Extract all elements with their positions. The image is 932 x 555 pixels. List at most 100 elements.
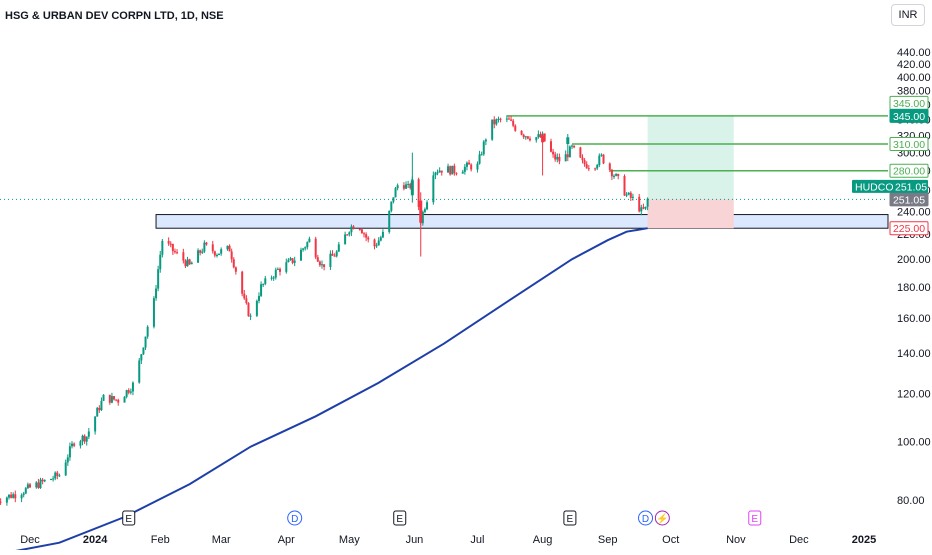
candle-body-114 <box>331 253 334 256</box>
candle-body-85 <box>245 298 248 304</box>
candle-body-15 <box>39 479 42 488</box>
candle-body-209 <box>610 169 613 177</box>
moving-average-line <box>0 227 648 555</box>
candle-body-75 <box>215 254 218 256</box>
candle-body-180 <box>524 136 527 138</box>
candle-body-150 <box>436 172 439 174</box>
candle-body-215 <box>627 192 630 195</box>
candle-body-44 <box>125 390 128 397</box>
price-label-box-5 <box>889 221 929 236</box>
candle-body-66 <box>188 259 191 265</box>
candle-body-69 <box>199 250 202 253</box>
candle-body-103 <box>299 249 302 261</box>
candle-body-145 <box>421 211 424 224</box>
candle-body-51 <box>144 336 147 348</box>
price-label-box-1 <box>889 108 929 123</box>
candle-body-127 <box>367 237 370 240</box>
candle-body-201 <box>585 164 588 169</box>
candle-body-216 <box>629 192 632 198</box>
candle-body-70 <box>201 251 204 253</box>
candle-body-40 <box>113 396 116 400</box>
y-tick-label-18: 420.00 <box>897 59 931 71</box>
candle-body-196 <box>570 145 573 147</box>
candle-body-141 <box>409 183 412 189</box>
y-tick-label-4: 140.00 <box>897 348 931 360</box>
candle-body-111 <box>321 264 324 266</box>
candle-body-90 <box>260 284 263 296</box>
price-label-3: 280.00 <box>893 166 925 178</box>
candle-body-124 <box>360 229 363 234</box>
candle-body-32 <box>87 431 90 437</box>
candle-body-212 <box>617 173 620 176</box>
candle-body-63 <box>182 252 185 261</box>
candle-body-91 <box>262 283 265 285</box>
x-tick-label-9: Sep <box>598 534 618 546</box>
event-label-1: D <box>291 514 298 525</box>
candle-body-13 <box>35 482 38 488</box>
candle-body-93 <box>270 277 273 279</box>
candle-body-191 <box>556 156 559 160</box>
candle-body-39 <box>110 396 113 403</box>
candle-body-173 <box>505 118 508 120</box>
candle-body-165 <box>480 154 483 156</box>
candle-body-189 <box>552 151 555 155</box>
x-tick-label-11: Nov <box>726 534 746 546</box>
candle-body-129 <box>375 245 378 247</box>
candle-body-33 <box>94 416 97 432</box>
candle-body-131 <box>379 237 382 241</box>
candle-body-153 <box>447 166 450 173</box>
candle-body-58 <box>167 240 170 244</box>
candle-body-41 <box>115 399 118 401</box>
price-label-5: 225.00 <box>893 223 925 235</box>
candle-body-116 <box>335 251 338 257</box>
candle-body-199 <box>581 157 584 161</box>
price-label-0: 345.00 <box>893 98 925 110</box>
candle-body-54 <box>155 288 158 299</box>
candle-body-137 <box>396 185 399 189</box>
candle-body-130 <box>377 240 380 246</box>
candle-body-107 <box>308 238 311 243</box>
candle-body-207 <box>602 154 605 164</box>
candle-body-149 <box>434 172 437 176</box>
candle-body-65 <box>186 259 189 267</box>
candle-body-53 <box>152 298 155 327</box>
x-tick-label-13: 2025 <box>852 534 876 546</box>
candle-body-156 <box>453 165 456 174</box>
candle-body-206 <box>600 154 603 156</box>
x-tick-label-1: 2024 <box>83 534 108 546</box>
candle-body-194 <box>566 154 569 158</box>
position-risk-zone <box>647 199 734 229</box>
candle-body-166 <box>482 141 485 155</box>
candle-body-104 <box>302 248 305 250</box>
candle-body-139 <box>405 184 408 189</box>
candle-body-126 <box>365 234 368 238</box>
candle-body-113 <box>329 253 332 267</box>
candle-body-154 <box>449 166 452 175</box>
candle-body-43 <box>123 396 126 403</box>
candle-body-77 <box>220 249 223 254</box>
position-reward-zone <box>647 115 734 200</box>
y-tick-label-9: 240.00 <box>897 206 931 218</box>
x-tick-label-2: Feb <box>151 534 170 546</box>
candle-body-151 <box>438 170 441 173</box>
candle-body-21 <box>56 472 59 476</box>
candle-body-19 <box>52 478 55 480</box>
candle-body-34 <box>96 407 99 417</box>
x-tick-label-6: Jun <box>406 534 424 546</box>
candle-body-160 <box>465 162 468 167</box>
candle-body-155 <box>451 165 454 175</box>
event-label-6: E <box>751 514 758 525</box>
candle-body-62 <box>176 252 179 254</box>
candle-body-82 <box>234 267 237 272</box>
candle-body-83 <box>241 271 244 294</box>
x-tick-label-3: Mar <box>212 534 231 546</box>
candle-body-193 <box>564 154 567 162</box>
currency-button[interactable]: INR <box>891 4 925 26</box>
price-label-box-2 <box>889 136 929 151</box>
candles <box>0 115 649 506</box>
candle-body-218 <box>638 196 641 212</box>
y-tick-label-7: 200.00 <box>897 254 931 266</box>
price-label-box-3 <box>889 163 929 178</box>
